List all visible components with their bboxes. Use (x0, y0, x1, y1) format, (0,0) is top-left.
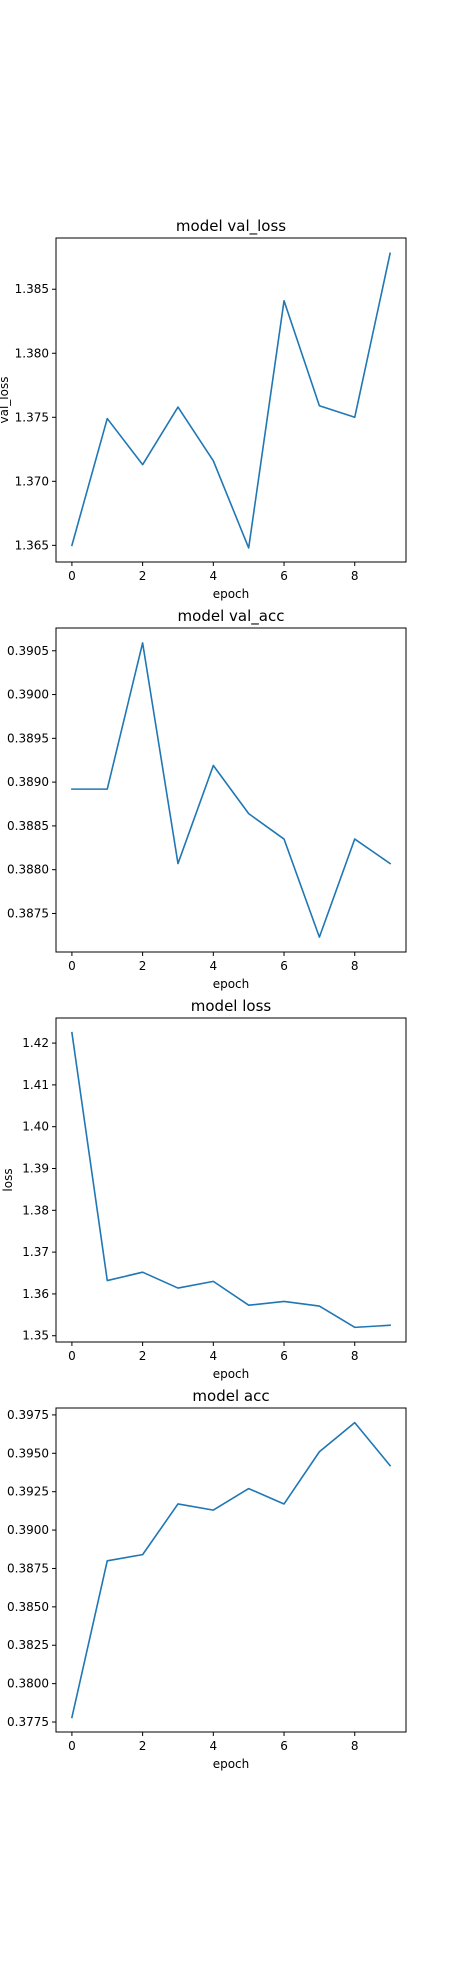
x-tick-label: 0 (68, 959, 76, 973)
y-ticks: 0.3875 0.3880 0.3885 0.3890 0.3895 0.3900 0.39… (7, 644, 56, 920)
y-tick-label: 0.3800 (7, 1677, 49, 1691)
x-tick-label: 4 (210, 1349, 218, 1363)
x-tick-label: 6 (280, 959, 288, 973)
y-tick-label: 1.365 (15, 538, 49, 552)
x-tick-label: 8 (351, 1739, 359, 1753)
x-tick-label: 2 (139, 1349, 147, 1363)
x-tick-label: 4 (210, 1739, 218, 1753)
x-ticks: 0 2 4 6 8 (68, 562, 359, 583)
series-line (70, 252, 392, 549)
x-tick-label: 8 (351, 1349, 359, 1363)
chart-title: model acc (192, 1387, 269, 1405)
x-ticks: 0 2 4 6 8 (68, 1732, 359, 1753)
x-tick-label: 0 (68, 1349, 76, 1363)
y-tick-label: 0.3925 (7, 1485, 49, 1499)
x-ticks: 0 2 4 6 8 (68, 1342, 359, 1363)
y-ticks: 0.3775 0.3800 0.3825 0.3850 0.3875 0.3900 0.39… (7, 1408, 56, 1729)
y-tick-label: 1.39 (22, 1162, 49, 1176)
y-tick-label: 0.3975 (7, 1408, 49, 1422)
y-tick-label: 1.42 (22, 1036, 49, 1050)
plot-frame (55, 237, 407, 563)
y-tick-label: 0.3900 (7, 688, 49, 702)
y-tick-label: 1.37 (22, 1245, 49, 1259)
y-tick-label: 0.3825 (7, 1638, 49, 1652)
y-tick-label: 1.370 (15, 474, 49, 488)
chart-title: model val_acc (178, 607, 285, 626)
y-tick-label: 0.3875 (7, 906, 49, 920)
series-line (71, 1031, 391, 1329)
y-tick-label: 1.380 (15, 346, 49, 360)
chart-acc: model acc 0 2 4 6 8 0.3775 0.3800 0.3825 0.3850… (7, 1387, 407, 1771)
x-tick-label: 6 (280, 569, 288, 583)
x-tick-label: 2 (139, 959, 147, 973)
chart-title: model loss (191, 997, 272, 1015)
x-tick-label: 0 (68, 1739, 76, 1753)
x-tick-label: 8 (351, 959, 359, 973)
y-tick-label: 1.36 (22, 1287, 49, 1301)
y-tick-label: 0.3875 (7, 1561, 49, 1575)
plot-frame (55, 627, 407, 953)
chart-loss: model loss 0 2 4 6 8 1.35 1.36 1.37 1.38 1.39 1.4… (1, 997, 407, 1381)
x-axis-label: epoch (213, 587, 250, 601)
y-tick-label: 0.3895 (7, 731, 49, 745)
y-tick-label: 1.40 (22, 1120, 49, 1134)
y-axis-label: loss (1, 1168, 15, 1191)
series-line (71, 642, 392, 938)
y-tick-label: 1.385 (15, 282, 49, 296)
x-tick-label: 6 (280, 1349, 288, 1363)
y-tick-label: 0.3775 (7, 1715, 49, 1729)
x-tick-label: 0 (68, 569, 76, 583)
y-tick-label: 0.3905 (7, 644, 49, 658)
x-axis-label: epoch (213, 1367, 250, 1381)
plot-frame (55, 1407, 407, 1733)
chart-val-loss: model val_loss 0 2 4 6 8 1.365 1.370 1.375 1.38… (0, 217, 407, 601)
plot-frame (55, 1017, 407, 1343)
series-line (70, 1421, 392, 1719)
x-tick-label: 4 (210, 569, 218, 583)
y-tick-label: 1.375 (15, 410, 49, 424)
y-tick-label: 1.38 (22, 1203, 49, 1217)
y-ticks: 1.35 1.36 1.37 1.38 1.39 1.40 1.41 1.42 (22, 1036, 56, 1343)
y-tick-label: 0.3900 (7, 1523, 49, 1537)
x-tick-label: 4 (210, 959, 218, 973)
chart-title: model val_loss (176, 217, 286, 236)
x-tick-label: 6 (280, 1739, 288, 1753)
y-tick-label: 0.3850 (7, 1600, 49, 1614)
x-tick-label: 8 (351, 569, 359, 583)
y-ticks: 1.365 1.370 1.375 1.380 1.385 (15, 282, 56, 552)
y-tick-label: 1.35 (22, 1329, 49, 1343)
x-axis-label: epoch (213, 977, 250, 991)
y-tick-label: 0.3950 (7, 1446, 49, 1460)
y-tick-label: 0.3890 (7, 775, 49, 789)
y-tick-label: 0.3880 (7, 863, 49, 877)
x-tick-label: 2 (139, 569, 147, 583)
x-tick-label: 2 (139, 1739, 147, 1753)
x-ticks: 0 2 4 6 8 (68, 952, 359, 973)
y-tick-label: 0.3885 (7, 819, 49, 833)
x-axis-label: epoch (213, 1757, 250, 1771)
y-axis-label: val_loss (0, 377, 11, 424)
y-tick-label: 1.41 (22, 1078, 49, 1092)
